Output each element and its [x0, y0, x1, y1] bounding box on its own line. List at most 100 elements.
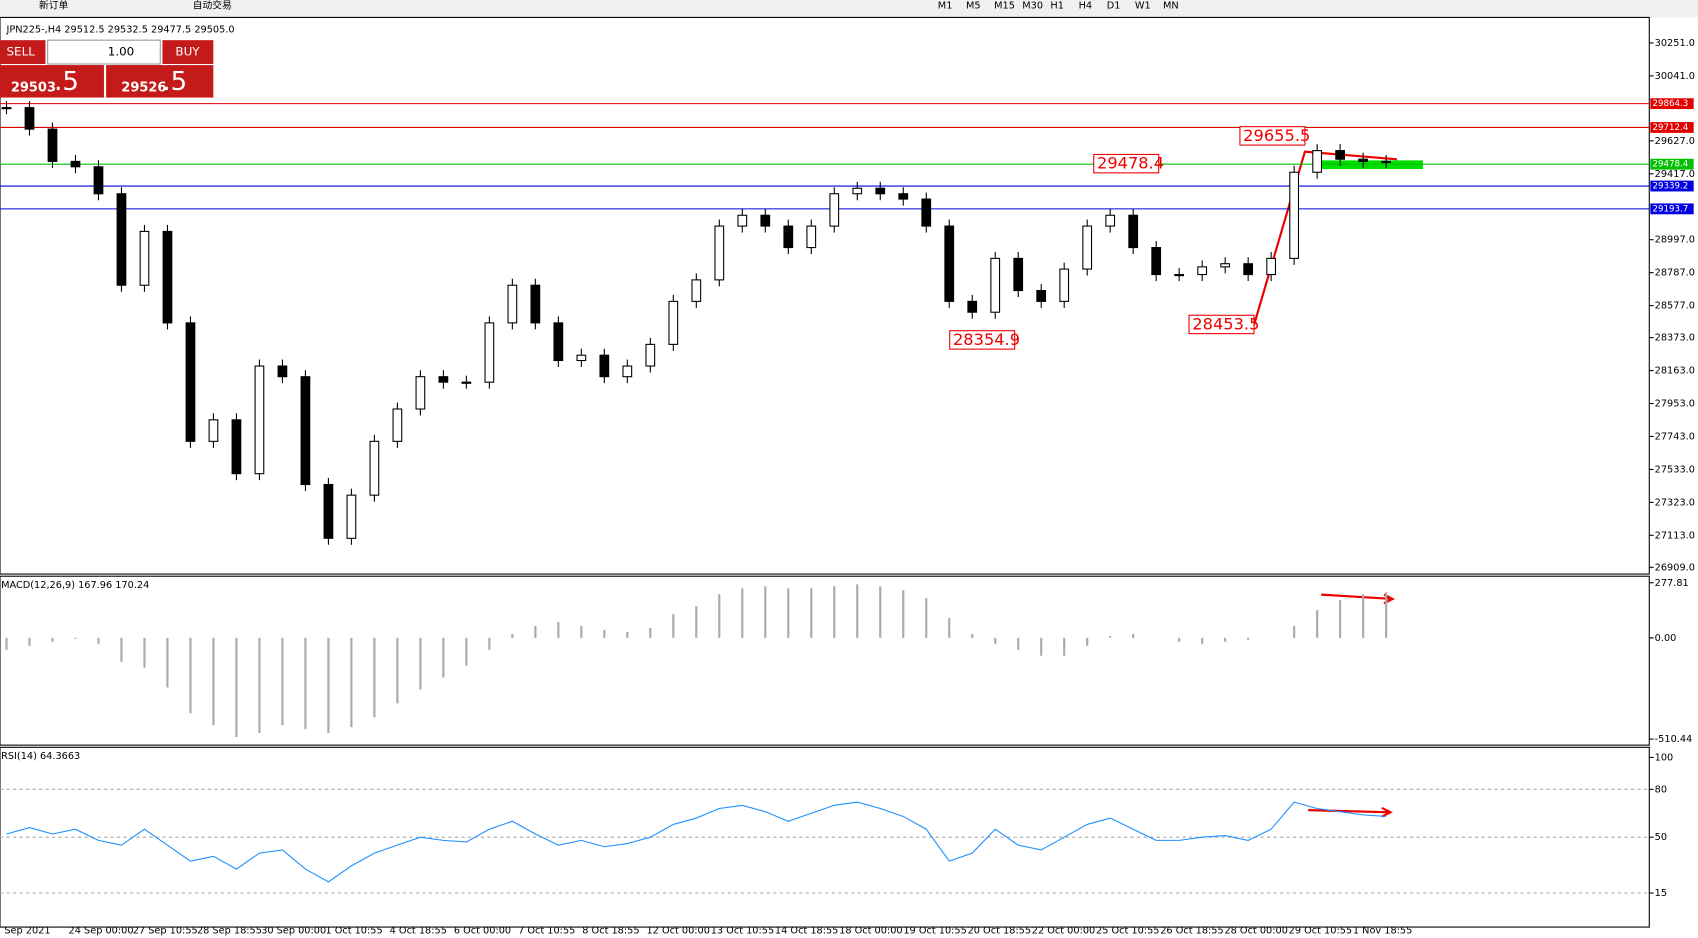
- main-pane: [0, 16, 1650, 575]
- y-tick-label: 28373.0: [1655, 333, 1695, 344]
- candle-body: [967, 300, 978, 313]
- candle-body: [346, 494, 357, 539]
- candle-body: [1358, 158, 1369, 162]
- x-tick-label: 18 Oct 00:00: [839, 925, 902, 936]
- x-tick-label: 14 Oct 18:55: [775, 925, 838, 936]
- buy-price-box[interactable]: [106, 65, 214, 98]
- candle-body: [783, 225, 794, 249]
- y-tick-label: 27533.0: [1655, 464, 1695, 475]
- x-tick-label: 4 Oct 18:55: [390, 925, 447, 936]
- timeframe-button[interactable]: M30: [1022, 1, 1043, 12]
- buy-price: 29526: [121, 80, 166, 95]
- x-tick-label: 6 Oct 00:00: [454, 925, 511, 936]
- trade-panel: SELL 1.00 BUY 29503 .5 29526 .5: [0, 39, 214, 98]
- candle-body: [208, 419, 219, 442]
- buy-button[interactable]: [162, 40, 214, 64]
- x-tick-label: 28 Sep 18:55: [197, 925, 262, 936]
- level-label: 29712.4: [1653, 123, 1689, 133]
- candle-body: [1197, 266, 1208, 276]
- annotation-box: [1093, 153, 1160, 174]
- candle-body: [668, 300, 679, 345]
- y-tick-label: 30041.0: [1655, 71, 1695, 82]
- x-tick-label: 7 Oct 10:55: [518, 925, 575, 936]
- x-tick-label: Sep 2021: [4, 925, 50, 936]
- candle-body: [990, 257, 1001, 313]
- x-tick-label: 25 Oct 10:55: [1096, 925, 1159, 936]
- timeframe-button[interactable]: M1: [938, 1, 953, 12]
- x-tick-label: 1 Oct 10:55: [325, 925, 382, 936]
- y-tick-label: 100: [1655, 752, 1674, 763]
- candle-body: [1243, 263, 1254, 276]
- y-tick-label: 80: [1655, 784, 1667, 795]
- candle-body: [392, 408, 403, 442]
- candle-body: [645, 343, 656, 367]
- candle-body: [691, 279, 702, 302]
- y-tick-label: -510.44: [1655, 734, 1693, 745]
- annotation-label: 28453.5: [1192, 314, 1259, 333]
- candle-body: [622, 365, 633, 378]
- candle-body: [875, 187, 886, 195]
- x-tick-label: 28 Oct 00:00: [1224, 925, 1287, 936]
- indicator-label: RSI(14) 64.3663: [1, 751, 80, 762]
- new-order-button[interactable]: 新订单: [39, 0, 68, 12]
- sell-button[interactable]: [0, 40, 46, 64]
- y-tick-label: 277.81: [1655, 578, 1689, 589]
- candle-body: [760, 214, 771, 227]
- x-tick-label: 8 Oct 18:55: [582, 925, 639, 936]
- macd-pane: [0, 575, 1650, 746]
- sell-label: SELL: [6, 45, 35, 59]
- macd-arrow: [1321, 593, 1396, 605]
- timeframe-button[interactable]: M5: [966, 1, 981, 12]
- candle-body: [116, 193, 127, 286]
- candle-body: [254, 365, 265, 475]
- timeframe-button[interactable]: H1: [1050, 1, 1064, 12]
- level-label: 29864.3: [1653, 99, 1689, 109]
- x-tick-label: 19 Oct 10:55: [903, 925, 966, 936]
- timeframe-button[interactable]: MN: [1163, 1, 1179, 12]
- lot-input[interactable]: [47, 39, 161, 65]
- level-tag: [1650, 158, 1694, 170]
- level-label: 29193.7: [1653, 204, 1689, 214]
- annotation-box: [1188, 314, 1255, 335]
- candle-body: [1105, 214, 1116, 227]
- candle-body: [1381, 160, 1391, 164]
- candle-body: [323, 483, 334, 539]
- x-tick-label: 1 Nov 18:55: [1353, 925, 1412, 936]
- timeframe-button[interactable]: M15: [994, 1, 1015, 12]
- candle-body: [1, 107, 12, 110]
- candle-body: [1013, 257, 1024, 292]
- candle-body: [415, 376, 426, 410]
- candle-body: [185, 322, 196, 442]
- timeframe-button[interactable]: D1: [1107, 1, 1121, 12]
- auto-trading-button[interactable]: 自动交易: [193, 0, 232, 12]
- timeframe-button[interactable]: H4: [1079, 1, 1093, 12]
- y-tick-label: 27323.0: [1655, 497, 1695, 508]
- candle-body: [806, 225, 817, 249]
- candle-body: [921, 198, 932, 227]
- toolbar: [0, 0, 1698, 18]
- x-tick-label: 30 Sep 00:00: [261, 925, 326, 936]
- level-tag: [1650, 122, 1694, 133]
- annotation-label: 28354.9: [953, 330, 1020, 349]
- annotation-box: [949, 330, 1016, 350]
- candle-body: [1220, 263, 1231, 268]
- rsi-line: [6, 801, 1387, 883]
- y-tick-label: 28997.0: [1655, 235, 1695, 246]
- candle-body: [162, 230, 173, 324]
- timeframe-button[interactable]: W1: [1135, 1, 1151, 12]
- sell-price-box[interactable]: [0, 65, 104, 98]
- y-tick-label: 28787.0: [1655, 268, 1695, 279]
- level-tag: [1650, 180, 1694, 192]
- y-tick-label: 28163.0: [1655, 366, 1695, 377]
- candle-body: [231, 419, 242, 475]
- lot-value: 1.00: [108, 45, 135, 59]
- level-label: 29339.2: [1653, 182, 1689, 192]
- level-tag: [1650, 98, 1694, 110]
- symbol-info: JPN225-,H4 29512.5 29532.5 29477.5 29505…: [5, 24, 234, 35]
- y-tick-label: 29417.0: [1655, 169, 1695, 180]
- y-tick-label: 28577.0: [1655, 301, 1695, 312]
- y-tick-label: 27953.0: [1655, 399, 1695, 410]
- candle-body: [70, 160, 81, 168]
- buy-label: BUY: [175, 45, 200, 59]
- candle-body: [599, 354, 610, 378]
